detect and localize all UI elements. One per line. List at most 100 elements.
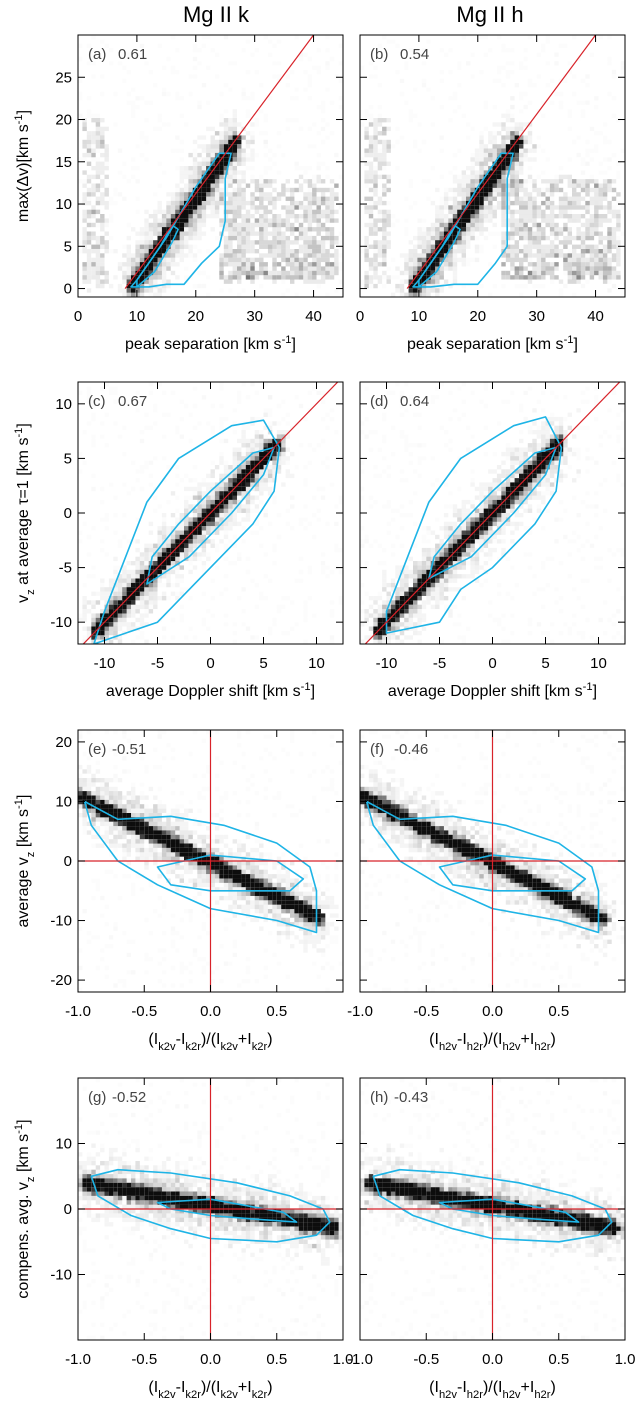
x-tick-label: -10 [376, 655, 398, 672]
x-tick-label: 20 [187, 308, 204, 325]
correlation-value: -0.51 [112, 741, 146, 758]
contour-outer [372, 1168, 613, 1243]
x-tick-label: 10 [308, 655, 325, 672]
panel-label: (c) [88, 393, 106, 410]
panel-f: -1.0 -0.5 0.0 0.5 (f) -0.46 (Ih2v-Ih2r)/(Ih2v+… [347, 729, 626, 1053]
x-tick-label: -0.5 [413, 1003, 439, 1020]
x-tick-label: 0.0 [482, 1003, 503, 1020]
y-tick-label: 0 [64, 505, 72, 522]
contour-inner [156, 1198, 298, 1223]
plot-frame [77, 34, 344, 298]
contour-outer [385, 416, 563, 634]
panel-label: (h) [370, 1089, 388, 1106]
y-tick-label: -10 [50, 614, 72, 631]
y-axis-label: average vz [km s-1] [13, 795, 37, 928]
x-tick-label: 0.0 [482, 1351, 503, 1368]
correlation-value: 0.64 [400, 393, 429, 410]
panel-label: (b) [370, 46, 388, 63]
x-tick-label: -5 [151, 655, 164, 672]
contour-outer [93, 419, 281, 644]
y-tick-label: 5 [64, 238, 72, 255]
correlation-value: 0.54 [400, 46, 429, 63]
y-tick-label: 10 [55, 196, 72, 213]
contour-inner [156, 854, 305, 892]
column-title-h: Mg II h [456, 2, 523, 27]
x-tick-label: -0.5 [131, 1003, 157, 1020]
correlation-value: -0.46 [394, 741, 428, 758]
contour-outer [90, 1168, 331, 1243]
x-tick-label: 10 [590, 655, 607, 672]
x-tick-label: 5 [259, 655, 267, 672]
x-tick-label: 0.5 [548, 1351, 569, 1368]
x-tick-label: 0.0 [200, 1351, 221, 1368]
panel-b: 0 10 20 30 40 (b) 0.54 peak separation [km s-1] [356, 34, 626, 353]
x-tick-label: 10 [129, 308, 146, 325]
panel-d: -10 -5 0 5 10 (d) 0.64 average Doppler shift [k… [359, 381, 626, 700]
y-axis-label: vz at average τ=1 [km s-1] [13, 423, 37, 603]
x-tick-label: -0.5 [413, 1351, 439, 1368]
panel-c: -10 -5 0 5 10 -10 -5 0 5 10 (c) 0.67 average Doppler… [13, 381, 344, 700]
y-tick-label: -10 [50, 1267, 72, 1284]
x-axis-label: peak separation [km s-1] [407, 334, 578, 353]
panel-label: (d) [370, 393, 388, 410]
x-tick-label: 40 [305, 308, 322, 325]
y-tick-label: 20 [55, 734, 72, 751]
contour-outer [365, 800, 600, 934]
panel-label: (f) [370, 741, 384, 758]
x-tick-label: 0 [356, 308, 364, 325]
y-axis-label: compens. avg. vz [km s-1] [13, 1119, 37, 1298]
panel-e: -1.0 -0.5 0.0 0.5 -20 -10 0 10 20 (e) -0.51 (Ik2v-I… [13, 729, 344, 1053]
x-tick-label: -1.0 [65, 1351, 91, 1368]
contour-outer [83, 800, 318, 934]
x-axis-label: (Ih2v-Ih2r)/(Ih2v+Ih2r) [429, 1031, 556, 1053]
x-axis-label: (Ik2v-Ik2r)/(Ik2v+Ik2r) [148, 1031, 272, 1053]
x-tick-label: 5 [541, 655, 549, 672]
y-tick-label: -5 [59, 560, 72, 577]
y-axis-label: max(Δv)[km s-1] [13, 110, 32, 222]
contour-inner [438, 1198, 580, 1223]
x-tick-label: 0 [74, 308, 82, 325]
panel-h: -1.0 -0.5 0.0 0.5 1.0 (h) -0.43 (Ih2v-Ih2r)/(Ih… [347, 1077, 635, 1401]
contour-inner [146, 446, 275, 585]
correlation-value: -0.52 [112, 1089, 146, 1106]
x-tick-label: 0.5 [548, 1003, 569, 1020]
x-axis-label: (Ih2v-Ih2r)/(Ih2v+Ih2r) [429, 1379, 556, 1401]
y-tick-label: 10 [55, 1136, 72, 1153]
reference-line-diagonal [406, 35, 597, 289]
panel-label: (a) [88, 46, 106, 63]
y-tick-label: -10 [50, 913, 72, 930]
panel-label: (g) [88, 1089, 106, 1106]
panel-g: -1.0 -0.5 0.0 0.5 1.0 -10 0 10 (g) -0.52 (Ik2v-Ik2… [13, 1077, 354, 1401]
y-tick-label: 10 [55, 396, 72, 413]
plot-frame [359, 34, 626, 298]
x-tick-label: 0.0 [200, 1003, 221, 1020]
y-tick-label: 0 [64, 1201, 72, 1218]
x-tick-label: -10 [94, 655, 116, 672]
y-tick-label: 15 [55, 154, 72, 171]
x-axis-label: (Ik2v-Ik2r)/(Ik2v+Ik2r) [148, 1379, 272, 1401]
y-tick-label: 0 [64, 281, 72, 298]
x-axis-label: average Doppler shift [km s-1] [388, 681, 597, 700]
panel-a: 0 10 20 30 40 0 5 10 15 20 25 (a) 0.61 peak separatio… [13, 34, 344, 353]
x-tick-label: 10 [411, 308, 428, 325]
y-tick-label: 25 [55, 69, 72, 86]
x-tick-label: 1.0 [333, 1351, 354, 1368]
x-tick-label: 0 [488, 655, 496, 672]
reference-line-diagonal [364, 382, 621, 644]
x-tick-label: 30 [246, 308, 263, 325]
correlation-value: 0.67 [118, 393, 147, 410]
reference-line-diagonal [82, 382, 339, 644]
y-tick-label: 20 [55, 112, 72, 129]
contour-inner [428, 446, 557, 580]
x-tick-label: -1.0 [347, 1003, 373, 1020]
x-tick-label: 1.0 [615, 1351, 635, 1368]
column-title-k: Mg II k [183, 2, 250, 27]
y-tick-label: -20 [50, 972, 72, 989]
reference-line-diagonal [124, 35, 315, 289]
panel-label: (e) [88, 741, 106, 758]
x-tick-label: 40 [587, 308, 604, 325]
x-tick-label: -5 [433, 655, 446, 672]
x-axis-label: average Doppler shift [km s-1] [106, 681, 315, 700]
x-tick-label: -1.0 [347, 1351, 373, 1368]
